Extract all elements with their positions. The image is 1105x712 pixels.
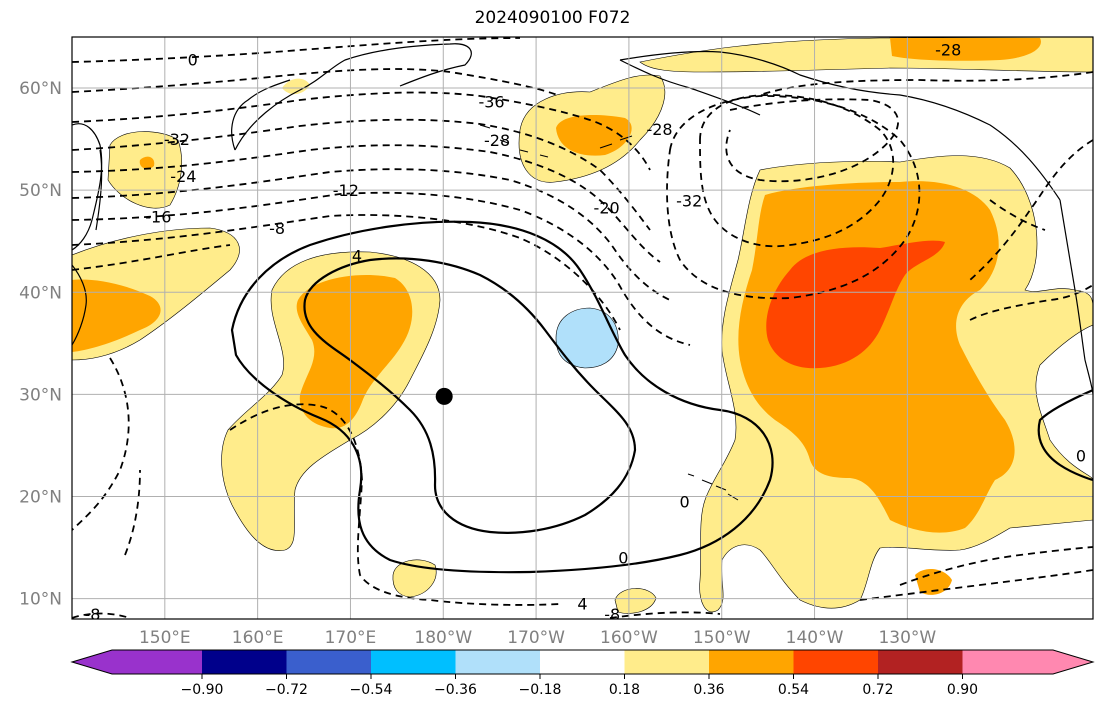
- contour-label: 0: [188, 50, 198, 69]
- shade-orange-alaska: [890, 38, 1041, 61]
- lat-tick-label: 10°N: [19, 590, 62, 610]
- coast-kamchatka: [231, 79, 291, 151]
- coast-aleutians: [479, 124, 633, 158]
- anomaly-shading: [72, 37, 1093, 614]
- colorbar-tick-label: −0.72: [265, 682, 308, 698]
- gridlines: [72, 37, 1093, 619]
- contour-label: -28: [646, 120, 672, 139]
- contour-label: -8: [269, 219, 285, 238]
- colorbar-tick-label: 0.54: [778, 682, 809, 698]
- colorbar-segment: [878, 650, 963, 674]
- lat-tick-label: 30°N: [19, 385, 62, 405]
- contour-label: -36: [478, 92, 504, 111]
- contour-label: -12: [333, 181, 359, 200]
- contour-label: -24: [170, 167, 196, 186]
- lon-tick-label: 130°W: [878, 628, 936, 648]
- colorbar-labels: −0.90 −0.72 −0.54 −0.36 −0.18 0.18 0.36 0.54 0.7…: [181, 674, 978, 698]
- shade-yellow-okhotsk: [107, 131, 183, 209]
- contour-label: 0: [680, 493, 690, 512]
- lon-tick-label: 180°W: [414, 628, 472, 648]
- colorbar-segment: [371, 650, 456, 674]
- colorbar-segment: [709, 650, 794, 674]
- map-frame: [71, 36, 1094, 620]
- colorbar-tick-label: 0.36: [693, 682, 724, 698]
- shade-orange-central-west: [296, 274, 413, 429]
- contour-label: -8: [604, 605, 620, 624]
- lon-tick-label: 150°W: [693, 628, 751, 648]
- contour-label: -28: [935, 40, 961, 59]
- colorbar-segment: [455, 650, 540, 674]
- lat-tick-label: 50°N: [19, 181, 62, 201]
- storm-center-marker: [435, 387, 453, 405]
- negative-contours: [72, 37, 1093, 619]
- colorbar: [70, 649, 1095, 675]
- contour-label: -20: [594, 199, 620, 218]
- shade-yellow-south-2: [614, 588, 657, 614]
- lon-tick-label: 170°W: [507, 628, 565, 648]
- coast-west-us: [1074, 289, 1093, 396]
- coast-okhotsk: [72, 123, 103, 251]
- coast-siberia: [234, 43, 472, 151]
- lat-tick-label: 40°N: [19, 283, 62, 303]
- shade-blue-negative: [555, 307, 619, 369]
- contour-labels: 0 -36 -32 -28 -28 -28 -24 -20 -32 -16 -12 -8 4 0 0 0 4 -8…: [84, 40, 1086, 624]
- colorbar-segment: [286, 650, 371, 674]
- lat-tick-label: 20°N: [19, 487, 62, 507]
- coast-hawaii: [687, 473, 739, 501]
- solid-contours: [230, 220, 1093, 574]
- colorbar-tick-label: −0.54: [350, 682, 393, 698]
- colorbar-segment: [962, 650, 1093, 674]
- shade-orange-japan: [72, 279, 161, 352]
- colorbar-tick-label: 0.90: [947, 682, 978, 698]
- shade-yellow-kamchatka: [282, 78, 310, 95]
- colorbar-outline: [70, 649, 1095, 675]
- height-contours: [72, 37, 1093, 619]
- lon-tick-label: 160°W: [600, 628, 658, 648]
- colorbar-segment: [624, 650, 709, 674]
- colorbar-segment: [72, 650, 202, 674]
- longitude-labels: 150°E 160°E 170°E 180°W 170°W 160°W 150°W 140°W…: [139, 628, 936, 648]
- contour-label: -16: [145, 208, 171, 227]
- lon-tick-label: 160°E: [232, 628, 284, 648]
- colorbar-segment: [202, 650, 287, 674]
- colorbar-tick-label: −0.18: [519, 682, 562, 698]
- contour-label: 0: [1076, 447, 1086, 466]
- shade-orange-okhotsk: [139, 156, 155, 169]
- lon-tick-label: 140°W: [786, 628, 844, 648]
- lon-tick-label: 150°E: [139, 628, 191, 648]
- shade-orange-south-east: [915, 568, 952, 595]
- lat-tick-label: 60°N: [19, 79, 62, 99]
- lon-tick-label: 170°E: [325, 628, 377, 648]
- map-area: 0 -36 -32 -28 -28 -28 -24 -20 -32 -16 -12 -8 4 0 0 0 4 -8…: [72, 37, 1093, 624]
- contour-label: 4: [352, 247, 362, 266]
- latitude-labels: 10°N 20°N 30°N 40°N 50°N 60°N: [19, 79, 62, 610]
- colorbar-tick-label: −0.90: [181, 682, 224, 698]
- colorbar-tick-label: 0.72: [862, 682, 893, 698]
- map-title: 2024090100 F072: [474, 8, 631, 28]
- contour-label: -28: [484, 131, 510, 150]
- shade-yellow-south-1: [392, 559, 437, 598]
- colorbar-tick-label: −0.36: [434, 682, 477, 698]
- contour-label: -32: [676, 191, 702, 210]
- contour-label: 0: [618, 549, 628, 568]
- coast-japan: [72, 264, 87, 346]
- shade-red-east-pacific: [766, 240, 945, 369]
- colorbar-segment: [793, 650, 878, 674]
- contour-label: -8: [84, 605, 100, 624]
- coast-bc: [1059, 199, 1076, 291]
- contour-label: -32: [164, 130, 190, 149]
- shade-orange-bering: [556, 115, 632, 156]
- colorbar-segment: [540, 650, 625, 674]
- contour-label: 4: [577, 595, 587, 614]
- colorbar-tick-label: 0.18: [609, 682, 640, 698]
